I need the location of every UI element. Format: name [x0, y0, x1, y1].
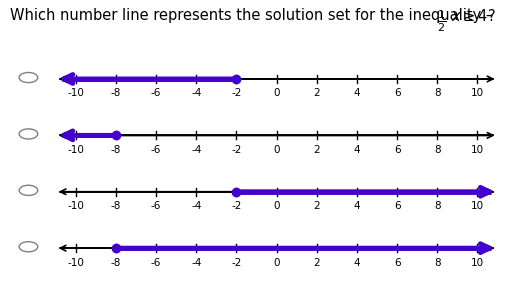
Text: -8: -8 — [111, 201, 121, 211]
Text: $\frac{1}{2}$: $\frac{1}{2}$ — [437, 8, 446, 34]
Text: -6: -6 — [151, 201, 161, 211]
Text: -4: -4 — [191, 145, 202, 155]
Text: 8: 8 — [434, 258, 440, 268]
Text: -6: -6 — [151, 89, 161, 98]
Text: Which number line represents the solution set for the inequality –: Which number line represents the solutio… — [10, 8, 494, 23]
Text: 8: 8 — [434, 89, 440, 98]
Text: $x \geq 4$?: $x \geq 4$? — [451, 8, 496, 25]
Text: -2: -2 — [231, 145, 241, 155]
Text: 10: 10 — [471, 258, 484, 268]
Text: -10: -10 — [67, 89, 84, 98]
Text: 0: 0 — [273, 145, 280, 155]
Text: 8: 8 — [434, 145, 440, 155]
Text: -10: -10 — [67, 145, 84, 155]
Text: -6: -6 — [151, 145, 161, 155]
Text: -8: -8 — [111, 145, 121, 155]
Text: 4: 4 — [354, 145, 360, 155]
Text: 4: 4 — [354, 258, 360, 268]
Text: -2: -2 — [231, 201, 241, 211]
Text: 6: 6 — [394, 258, 400, 268]
Text: 10: 10 — [471, 145, 484, 155]
Text: -4: -4 — [191, 258, 202, 268]
Text: 0: 0 — [273, 89, 280, 98]
Text: 10: 10 — [471, 201, 484, 211]
Text: -2: -2 — [231, 89, 241, 98]
Text: 2: 2 — [313, 258, 320, 268]
Text: -10: -10 — [67, 201, 84, 211]
Text: 4: 4 — [354, 89, 360, 98]
Text: 8: 8 — [434, 201, 440, 211]
Text: 6: 6 — [394, 201, 400, 211]
Text: 2: 2 — [313, 145, 320, 155]
Text: 2: 2 — [313, 89, 320, 98]
Text: 10: 10 — [471, 89, 484, 98]
Text: -4: -4 — [191, 89, 202, 98]
Text: -8: -8 — [111, 89, 121, 98]
Text: 6: 6 — [394, 145, 400, 155]
Text: 0: 0 — [273, 258, 280, 268]
Text: -6: -6 — [151, 258, 161, 268]
Text: 6: 6 — [394, 89, 400, 98]
Text: -4: -4 — [191, 201, 202, 211]
Text: -2: -2 — [231, 258, 241, 268]
Text: 4: 4 — [354, 201, 360, 211]
Text: -10: -10 — [67, 258, 84, 268]
Text: -8: -8 — [111, 258, 121, 268]
Text: 0: 0 — [273, 201, 280, 211]
Text: 2: 2 — [313, 201, 320, 211]
